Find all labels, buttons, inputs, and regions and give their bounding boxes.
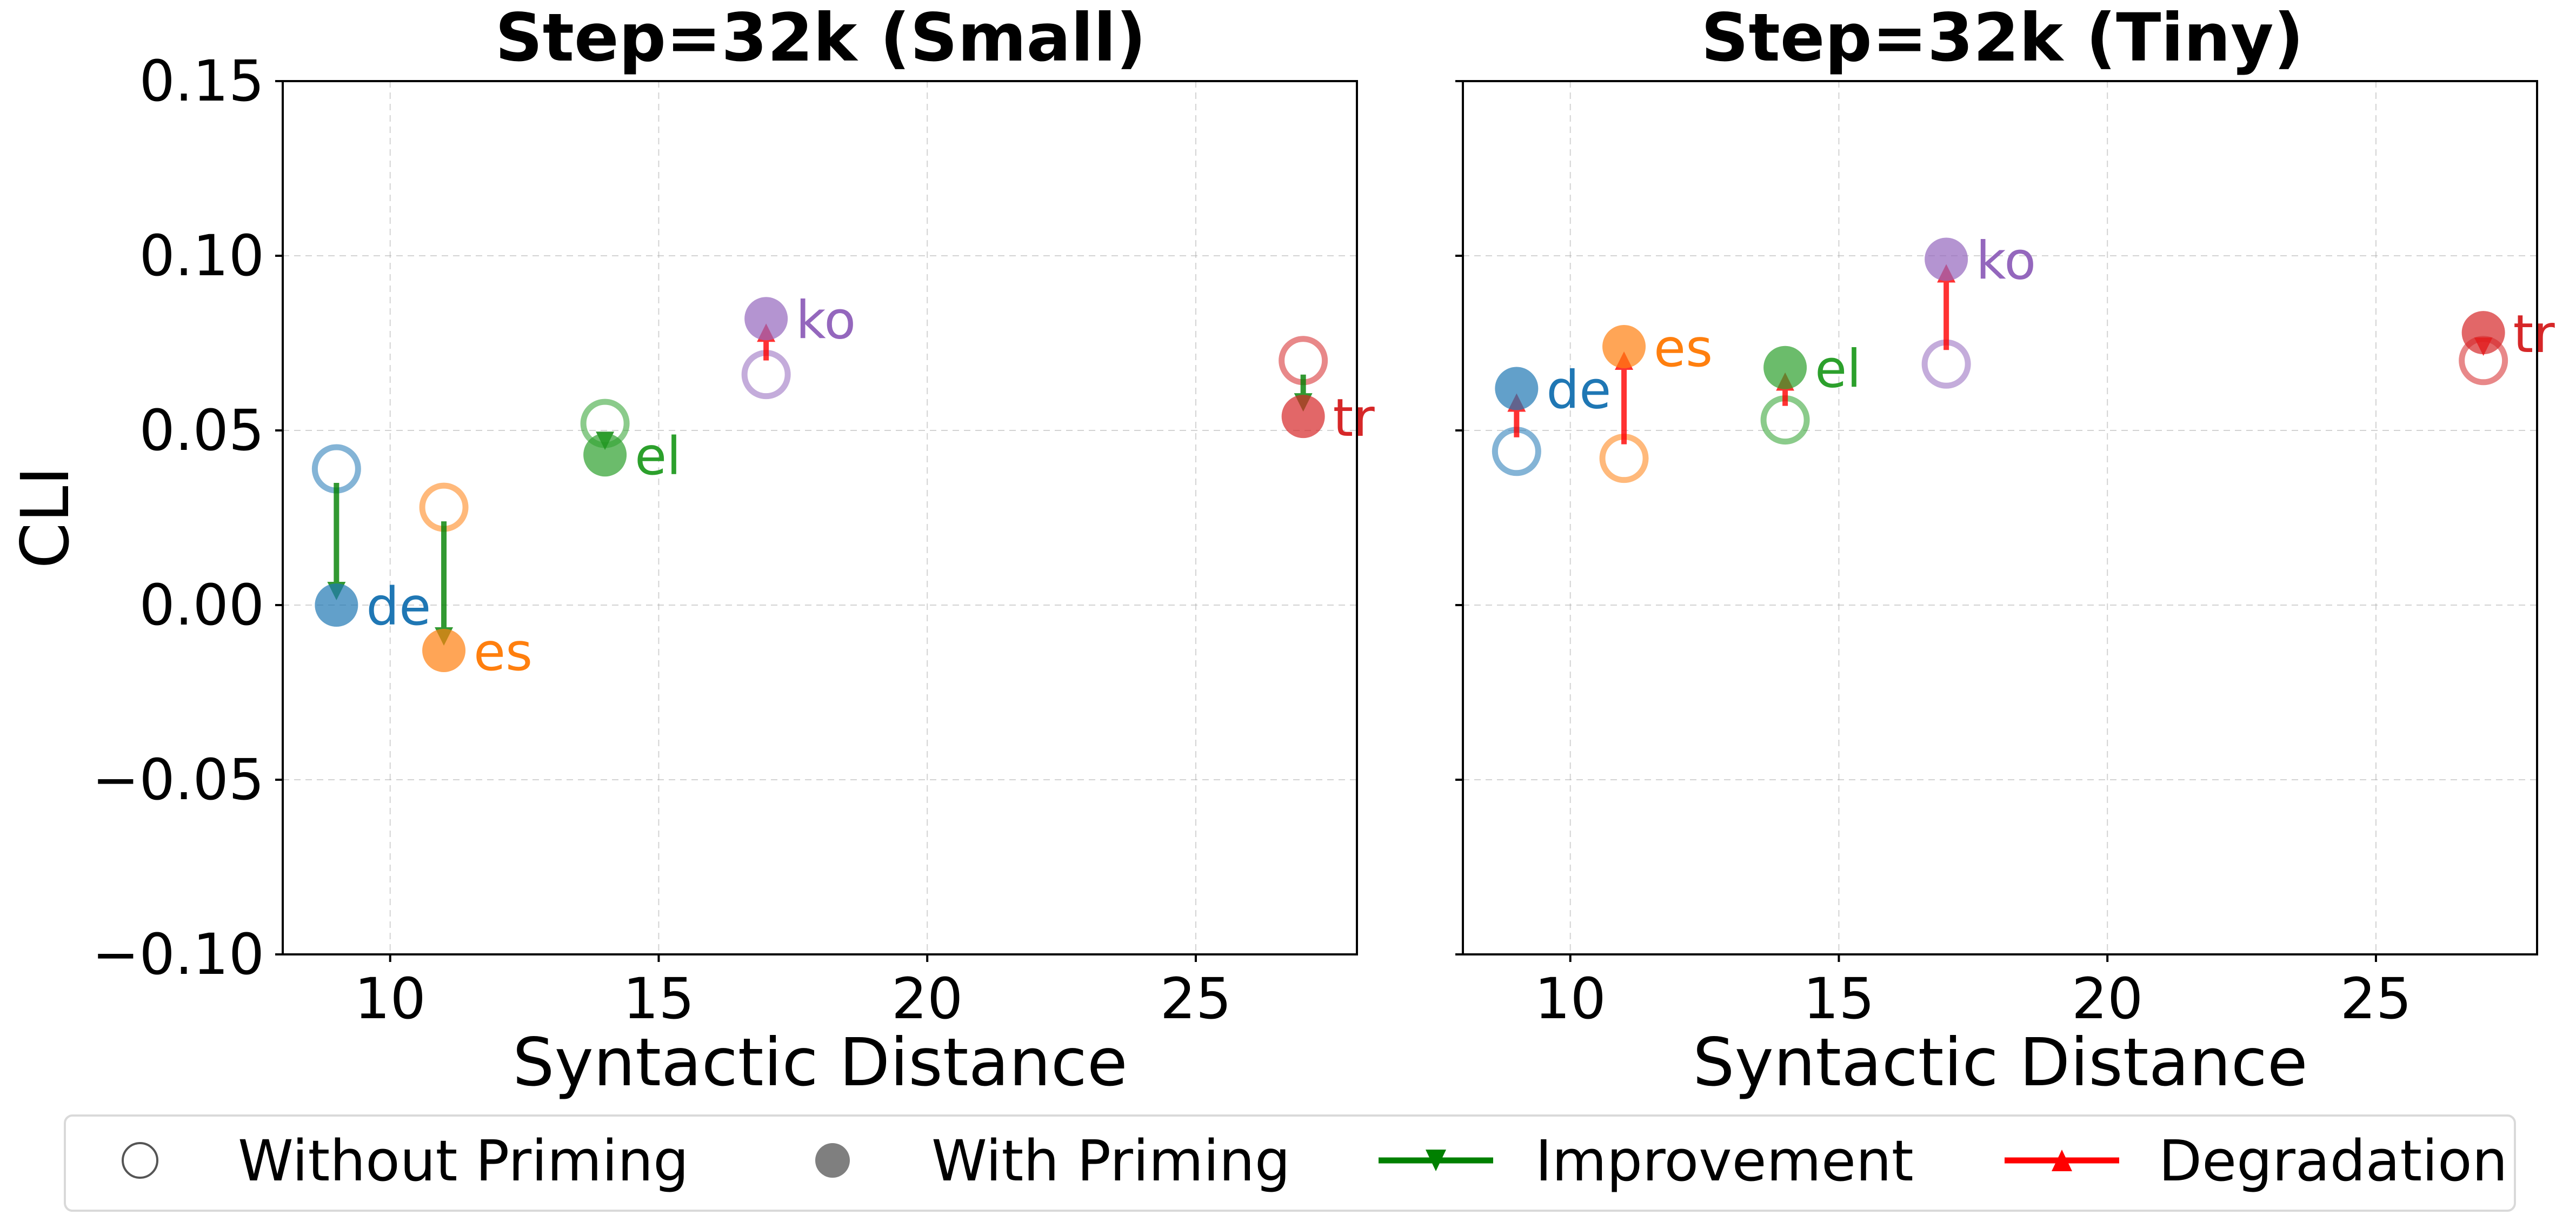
ticks: 10 15 20 25 [1455,80,2412,1032]
point-with-priming-el [1763,346,1807,389]
x-tick-label: 25 [1160,966,1232,1032]
legend-filled-circle-icon [815,1143,850,1178]
plot-frame [1462,80,2538,955]
point-with-priming-ko [744,297,788,341]
x-tick-label: 20 [2072,966,2143,1032]
point-label-es: es [1654,318,1713,379]
plot-frame [282,80,1358,955]
x-axis-label: Syntactic Distance [512,1024,1128,1101]
grid [1463,81,2537,955]
y-tick-label: 0.10 [139,223,264,289]
y-tick-label: −0.05 [92,747,264,813]
legend-frame [64,1114,2516,1212]
ticks: 10 15 20 25 0.15 0.10 0.05 0.00 −0.05 −0.10 [92,48,1232,1032]
y-axis-label: CLI [7,466,84,568]
x-tick-label: 10 [1535,966,1606,1032]
grid [283,81,1357,955]
x-tick-label: 15 [1803,966,1874,1032]
y-tick-label: 0.05 [139,397,264,463]
legend-degradation: Degradation [2159,1128,2508,1194]
legend: Without Priming With Priming Improvement… [64,1114,2516,1212]
legend-without-priming: Without Priming [238,1128,689,1194]
point-with-priming-es [422,628,466,672]
chart-title: Step=32k (Tiny) [1701,0,2304,76]
point-with-priming-de [1495,367,1539,410]
point-label-tr: tr [1333,388,1375,448]
x-tick-label: 25 [2340,966,2412,1032]
point-label-ko: ko [1976,230,2036,291]
point-label-tr: tr [2513,304,2555,364]
chart-panel-small: Step=32k (Small) 10 15 20 25 0.15 0.10 0.05 0.0… [7,0,1375,1101]
x-tick-label: 20 [891,966,963,1032]
x-axis-label: Syntactic Distance [1693,1024,2308,1101]
point-with-priming-ko [1925,237,1968,281]
x-tick-label: 15 [623,966,694,1032]
point-with-priming-tr [1281,395,1325,439]
x-tick-label: 10 [355,966,426,1032]
y-tick-label: 0.15 [139,48,264,114]
point-label-de: de [366,576,431,637]
legend-with-priming: With Priming [931,1128,1290,1194]
legend-hollow-circle-icon [122,1142,158,1179]
point-label-ko: ko [796,290,856,350]
point-label-es: es [474,622,532,682]
point-label-el: el [1815,339,1861,400]
legend-improvement: Improvement [1535,1128,1914,1194]
point-label-el: el [635,426,681,487]
y-tick-label: −0.10 [92,921,264,987]
point-with-priming-tr [2461,311,2505,355]
legend-degradation-triangle-icon [2052,1150,2072,1171]
point-with-priming-es [1602,324,1646,368]
chart-title: Step=32k (Small) [495,0,1146,76]
point-with-priming-el [583,433,627,477]
y-tick-label: 0.00 [139,572,264,638]
point-label-de: de [1546,360,1611,420]
point-with-priming-de [315,583,358,627]
legend-improvement-triangle-icon [1426,1150,1446,1171]
